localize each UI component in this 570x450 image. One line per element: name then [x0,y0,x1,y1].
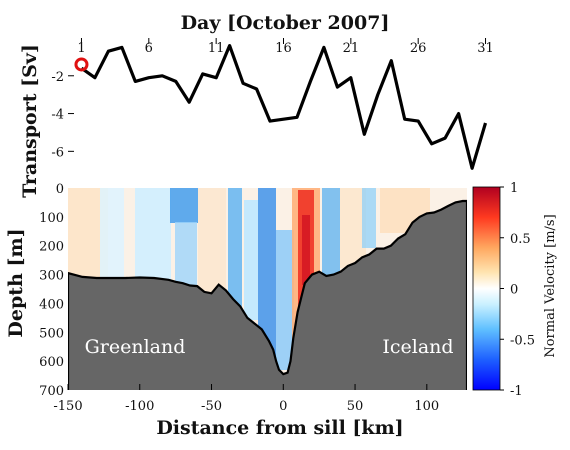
bottom-x-axis-label: Distance from sill [km] [156,417,403,439]
colorbar-tick-label: 0.5 [510,232,531,247]
top-plot-area [68,38,499,174]
top-y-tick-label: -4 [51,108,64,123]
top-x-tick-label: 21 [343,41,360,56]
bottom-x-tick-label: 50 [347,399,364,414]
bottom-y-tick-label: 200 [39,240,64,255]
top-x-tick-label: 6 [145,41,153,56]
velocity-patch-warm-east [340,188,366,268]
bottom-y-tick-label: 600 [39,355,64,370]
colorbar-tick-label: 0 [510,283,518,298]
top-x-tick-label: 16 [275,41,292,56]
colorbar-tick-label: 1 [510,181,518,196]
velocity-patch-blue-band-1 [228,188,242,328]
transport-panel: Day [October 2007] 1 6 11 16 21 26 31 -2-4-6 T… [19,12,499,198]
colorbar-ticks: 1 0.5 0 -0.5 -1 [500,181,535,399]
velocity-patch-blue-east-2 [362,188,376,248]
bottom-x-tick-label: -50 [201,399,222,414]
greenland-label: Greenland [85,336,186,358]
bottom-y-tick-label: 100 [39,211,64,226]
seafloor-land [68,199,467,390]
velocity-patch-blue-band-2 [244,200,258,320]
top-x-ticks: 1 6 11 16 21 26 31 [77,38,494,56]
velocity-patch-blue-deep [276,230,294,370]
colorbar: 1 0.5 0 -0.5 -1 Normal Velocity [m/s] [472,181,558,399]
top-y-tick-label: -2 [51,70,64,85]
bottom-y-tick-label: 400 [39,297,64,312]
bottom-y-tick-label: 300 [39,269,64,284]
colorbar-label: Normal Velocity [m/s] [543,214,558,357]
top-y-tick-label: -6 [51,145,64,160]
bottom-y-axis-label: Depth [m] [5,228,27,337]
colorbar-tick-label: -0.5 [510,333,535,348]
velocity-patch-dark-red [302,215,310,285]
top-x-tick-label: 1 [77,41,85,56]
velocity-patch-blue-top [170,188,198,223]
bottom-x-ticks: -150 -100 -50 0 50 100 [53,384,439,414]
top-y-axis-label: Transport [Sv] [19,44,41,198]
bottom-x-tick-label: -150 [53,399,82,414]
top-x-axis-label: Day [October 2007] [181,12,390,34]
current-day-marker [74,57,89,72]
bottom-x-tick-label: -100 [125,399,154,414]
colorbar-tick-label: -1 [510,384,523,399]
top-x-tick-label: 11 [208,41,225,56]
top-y-ticks: -2 -4 -6 [51,70,74,160]
bottom-y-tick-label: 700 [39,384,64,399]
bottom-y-tick-label: 0 [56,182,64,197]
bottom-y-tick-label: 500 [39,326,64,341]
velocity-patch-blue-east-1 [322,188,340,278]
bottom-x-tick-label: 0 [279,399,287,414]
top-x-tick-label: 26 [410,41,427,56]
colorbar-scale [472,186,501,391]
transport-series-line [80,43,488,170]
iceland-label: Iceland [382,336,453,358]
section-panel: Greenland Iceland -150 -100 -50 0 50 100 0 100… [5,182,467,439]
velocity-field [68,188,467,390]
bottom-x-tick-label: 100 [414,399,439,414]
top-x-tick-label: 31 [477,41,494,56]
bottom-y-ticks: 0 100 200 300 400 500 600 700 [39,182,64,399]
